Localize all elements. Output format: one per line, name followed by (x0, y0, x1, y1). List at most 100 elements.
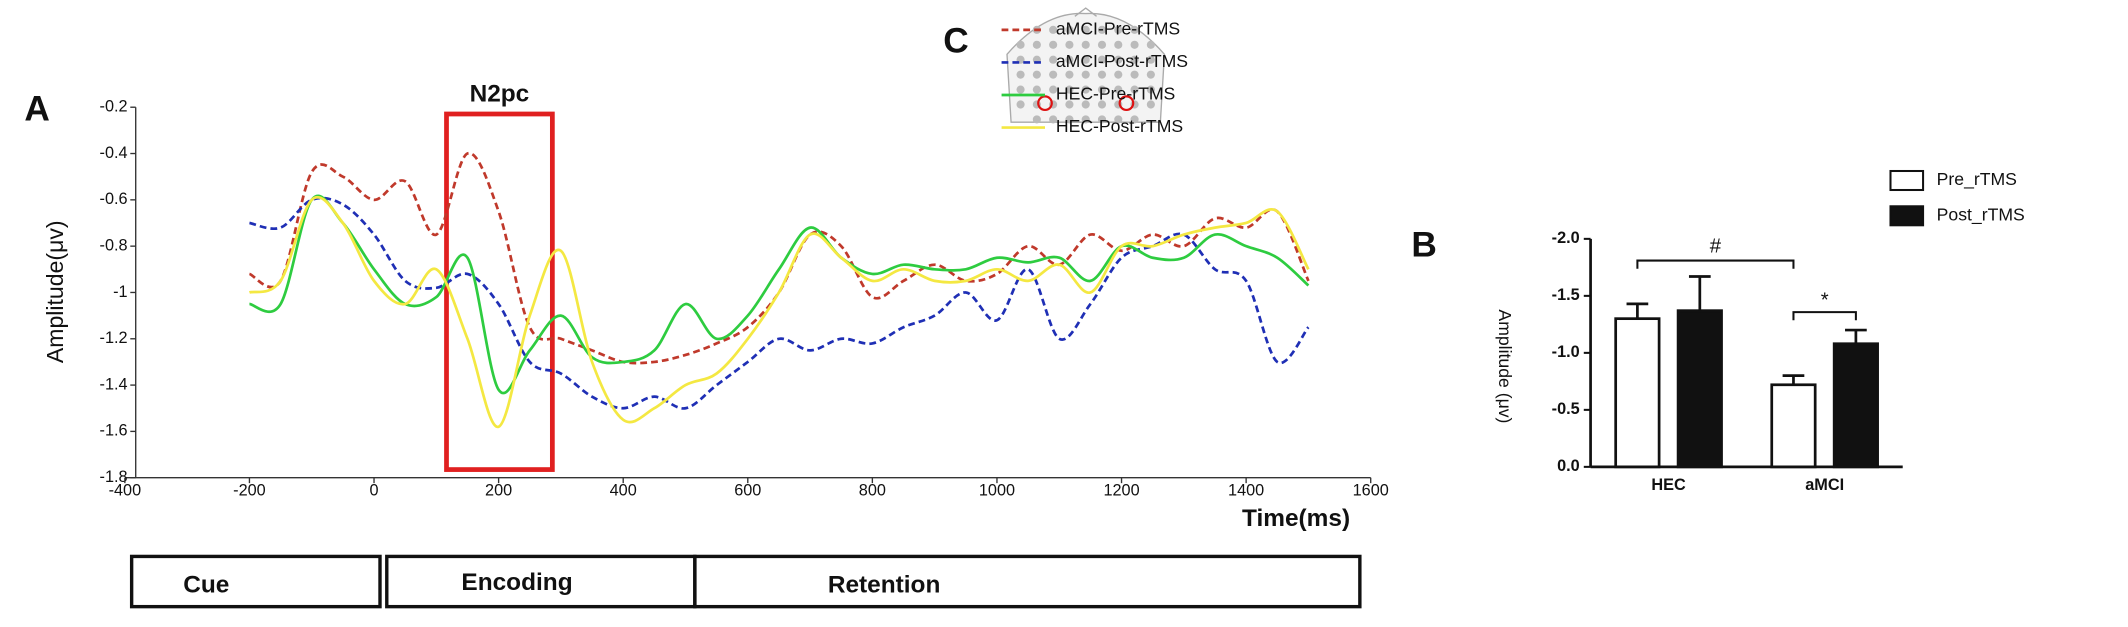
panel-label: A (24, 90, 49, 129)
x-axis-title: Time(ms) (1242, 505, 1350, 532)
n2pc-window (444, 111, 555, 472)
electrode (1097, 115, 1107, 124)
legend-swatch (1889, 169, 1925, 192)
electrode (1049, 55, 1058, 64)
electrode (1065, 115, 1074, 124)
electrode (1081, 100, 1090, 109)
phase-boxes (129, 554, 1362, 609)
electrode (1146, 55, 1155, 64)
electrode (1032, 40, 1041, 49)
error-bar (1688, 275, 1711, 311)
electrode (1114, 115, 1123, 124)
electrode (1032, 85, 1041, 94)
error-bar (1782, 374, 1805, 385)
electrode (1065, 70, 1074, 79)
electrode (1146, 70, 1155, 79)
y-tick-label: -0.5 (1552, 400, 1580, 418)
electrode (1049, 85, 1058, 94)
x-tick-label: 400 (610, 482, 637, 500)
electrode (1130, 85, 1139, 94)
y-tick-label: -1.0 (1552, 343, 1580, 361)
electrode (1146, 100, 1155, 109)
electrode (1065, 85, 1074, 94)
annotation: # (1710, 235, 1722, 257)
y-axis-title: Amplitude(μv) (42, 220, 68, 363)
x-tick-label: aMCI (1805, 476, 1844, 494)
x-tick-label: 1200 (1103, 482, 1139, 500)
electrode (1016, 85, 1025, 94)
y-tick-label: -0.4 (100, 144, 128, 162)
y-tick-label: -0.2 (100, 98, 128, 116)
electrode (1081, 55, 1090, 64)
electrode (1097, 40, 1107, 49)
x-tick-label: 1000 (979, 482, 1015, 500)
legend-label: Post_rTMS (1937, 204, 2025, 225)
electrode (1065, 40, 1074, 49)
electrode (1049, 40, 1058, 49)
electrode (1130, 115, 1139, 124)
electrode (1049, 70, 1058, 79)
electrode (1097, 25, 1107, 34)
electrode (1114, 25, 1123, 34)
x-tick-label: 600 (734, 482, 761, 500)
x-tick-label: -400 (109, 482, 142, 500)
electrode (1016, 40, 1025, 49)
y-tick-label: -0.6 (100, 190, 128, 208)
electrode (1032, 115, 1041, 124)
electrode (1081, 25, 1090, 34)
electrode (1032, 70, 1041, 79)
legend-label: aMCI-Post-rTMS (1056, 51, 1188, 71)
electrode (1114, 55, 1123, 64)
electrode (1114, 70, 1123, 79)
y-tick-label: 0.0 (1557, 457, 1580, 475)
electrode (1081, 85, 1090, 94)
series-line (248, 196, 1310, 429)
electrode (1065, 100, 1074, 109)
y-tick-label: -1.5 (1552, 286, 1580, 304)
bar (1832, 342, 1879, 469)
y-tick-label: -1 (113, 283, 127, 301)
electrode (1114, 85, 1123, 94)
panel-label: C (943, 22, 968, 61)
bar (1614, 317, 1661, 469)
electrode (1081, 40, 1090, 49)
electrode (1130, 25, 1139, 34)
bracket (1792, 311, 1857, 321)
electrode (1097, 85, 1107, 94)
electrode (1081, 115, 1090, 124)
error-bar (1845, 328, 1867, 344)
head-diagram (1006, 7, 1166, 124)
electrode (1049, 115, 1058, 124)
electrode (1097, 70, 1107, 79)
electrode (1081, 70, 1090, 79)
y-tick-label: -1.6 (100, 422, 128, 440)
bracket (1636, 259, 1795, 269)
x-tick-label: 0 (370, 482, 379, 500)
y-tick-label: -1.8 (100, 468, 128, 486)
x-tick-label: -200 (233, 482, 266, 500)
electrode (1114, 40, 1123, 49)
y-tick-label: -0.8 (100, 236, 128, 254)
x-tick-label: HEC (1651, 476, 1686, 494)
legend-label: HEC-Pre-rTMS (1056, 84, 1175, 104)
electrode (1130, 40, 1139, 49)
electrode (1146, 40, 1155, 49)
bar (1770, 383, 1817, 469)
annotation: * (1821, 290, 1829, 312)
y-tick-label: -1.4 (100, 375, 128, 393)
electrode (1016, 70, 1025, 79)
phase-label: Encoding (461, 569, 572, 596)
electrode (1097, 100, 1107, 109)
x-tick-label: 800 (859, 482, 886, 500)
bar (1676, 309, 1723, 469)
legend-label: HEC-Post-rTMS (1056, 116, 1183, 136)
y-tick-label: -1.2 (100, 329, 128, 347)
electrode (1065, 55, 1074, 64)
electrode (1016, 100, 1025, 109)
annotation: N2pc (470, 80, 530, 107)
series-line (248, 152, 1310, 365)
x-tick-label: 1400 (1228, 482, 1264, 500)
electrode (1065, 25, 1074, 34)
panel-label: B (1411, 225, 1436, 264)
electrode (1130, 70, 1139, 79)
